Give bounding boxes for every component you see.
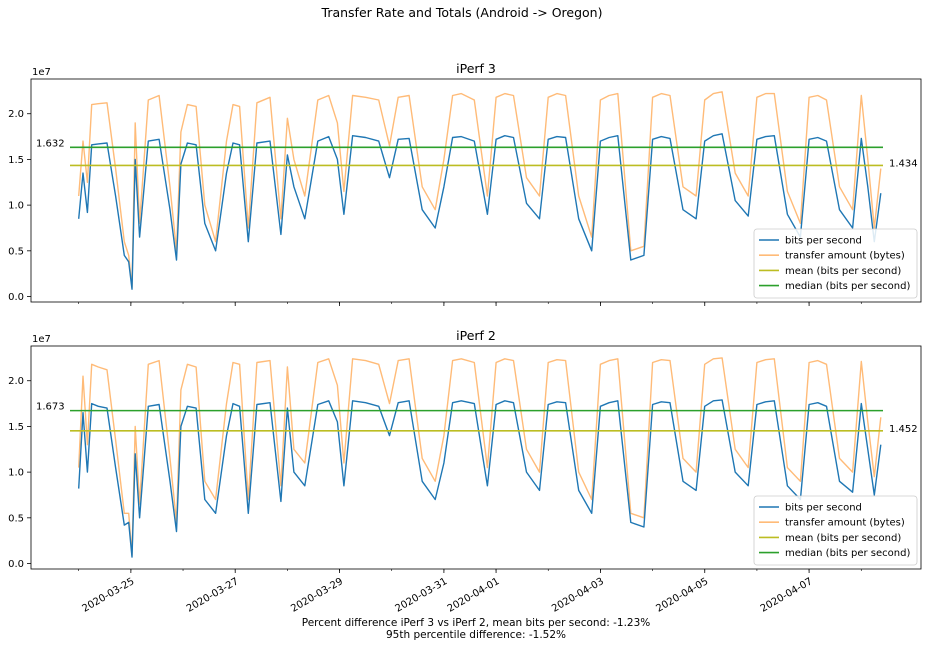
legend-box (753, 495, 918, 566)
y-offset-label: 1e7 (32, 67, 51, 78)
series-bits-per-second-line (78, 133, 882, 290)
legend-item-bits-label: bits per second (785, 503, 862, 514)
legend-box (753, 228, 918, 299)
x-tick-label: 2020-04-01 (446, 576, 502, 615)
footer-line-2: 95th percentile difference: -1.52% (386, 629, 566, 641)
axes-frame (30, 345, 922, 570)
median-value-label: 1.673 (36, 402, 65, 413)
legend-item-mean-label: mean (bits per second) (785, 533, 901, 544)
mean-value-label: 1.452 (889, 424, 918, 435)
figure-title: Transfer Rate and Totals (Android -> Ore… (321, 5, 603, 20)
chart-panel-2: iPerf 2 1e7 0.0 0.5 1.0 1.5 2.0 2020-03-25 2020-… (8, 328, 922, 615)
x-tick-label: 2020-03-31 (394, 576, 450, 615)
legend-item-median-label: median (bits per second) (785, 281, 910, 292)
y-tick-label: 0.5 (8, 246, 24, 257)
y-tick-label: 0.5 (8, 513, 24, 524)
legend-item-median-label: median (bits per second) (785, 548, 910, 559)
legend: bits per second transfer amount (bytes) me… (753, 495, 918, 566)
chart-title: iPerf 2 (456, 328, 496, 343)
legend-item-transfer-label: transfer amount (bytes) (785, 518, 905, 529)
y-offset-label: 1e7 (32, 334, 51, 345)
legend-item-bits-label: bits per second (785, 236, 862, 247)
y-tick-label: 1.0 (8, 468, 24, 479)
x-tick-label: 2020-03-29 (289, 576, 345, 615)
x-tick-label: 2020-03-25 (81, 576, 137, 615)
x-tick-label: 2020-04-07 (759, 576, 815, 615)
x-tick-label: 2020-03-27 (185, 576, 241, 615)
y-tick-label: 0.0 (8, 559, 24, 570)
legend: bits per second transfer amount (bytes) me… (753, 228, 918, 299)
mean-value-label: 1.434 (889, 158, 918, 169)
axes-frame (30, 78, 922, 303)
y-tick-label: 1.5 (8, 155, 24, 166)
y-tick-label: 1.5 (8, 422, 24, 433)
legend-item-transfer-label: transfer amount (bytes) (785, 251, 905, 262)
median-value-label: 1.632 (36, 138, 65, 149)
y-tick-label: 0.0 (8, 292, 24, 303)
y-tick-label: 2.0 (8, 376, 24, 387)
y-tick-label: 1.0 (8, 201, 24, 212)
x-tick-label: 2020-04-03 (550, 576, 606, 615)
chart-panels: iPerf 3 1e7 0.0 0.5 1.0 1.5 2.0 1.632 1.434 bits … (8, 61, 922, 615)
footer-line-1: Percent difference iPerf 3 vs iPerf 2, m… (302, 617, 651, 629)
series-transfer-amount-line (78, 91, 882, 289)
chart-panel-1: iPerf 3 1e7 0.0 0.5 1.0 1.5 2.0 1.632 1.434 bits … (8, 61, 922, 306)
chart-title: iPerf 3 (456, 61, 496, 76)
legend-item-mean-label: mean (bits per second) (785, 266, 901, 277)
series-bits-per-second-line (78, 399, 882, 558)
y-tick-label: 2.0 (8, 109, 24, 120)
x-tick-label: 2020-04-05 (654, 576, 710, 615)
series-transfer-amount-line (78, 357, 882, 556)
